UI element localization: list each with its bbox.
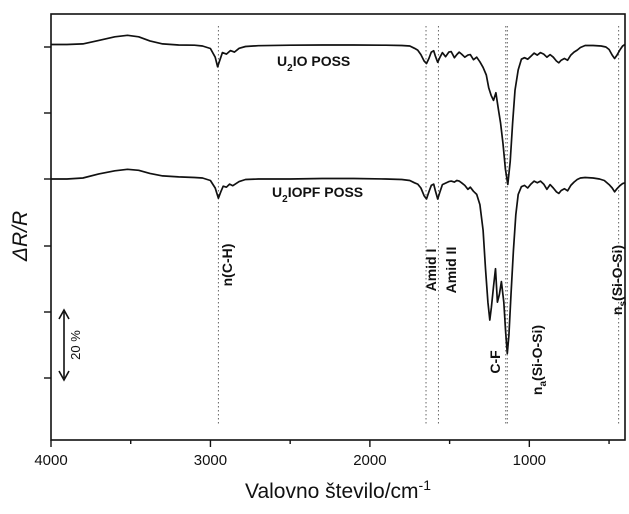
peak-annotation-rest: (Si-O-Si): [529, 325, 545, 381]
x-tick-label: 2000: [353, 452, 386, 469]
series-label-subscript: 2: [282, 194, 288, 205]
x-axis-label-text: Valovno število/cm: [245, 480, 419, 503]
x-axis-label: Valovno število/cm-1: [245, 477, 431, 503]
y-axis-ticks: [44, 46, 51, 379]
scale-bar-label: 20 %: [68, 330, 83, 360]
peak-annotation-main: n: [609, 307, 625, 316]
series-line-1: [51, 34, 626, 186]
y-axis-label: ΔR/R: [9, 211, 32, 262]
plot-frame: [50, 13, 626, 441]
peak-annotation: C-F: [487, 350, 503, 374]
peak-annotation-subscript: s: [618, 301, 629, 307]
peak-annotation: Amid II: [443, 247, 459, 294]
x-axis-label-superscript: -1: [419, 477, 432, 493]
peak-annotation-main: n: [529, 387, 545, 396]
peak-annotation: na(Si-O-Si): [529, 325, 549, 395]
series-label-rest: IO POSS: [293, 53, 351, 69]
scale-bar: 20 %: [58, 308, 83, 382]
peak-annotation-subscript: a: [538, 381, 549, 387]
x-tick-label: 4000: [34, 452, 67, 469]
x-axis-ticks: 4000 3000 2000 1000: [34, 440, 610, 469]
peak-annotations: n(C-H) Amid I Amid IIC-Fna(Si-O-Si)ns(Si-O…: [219, 244, 629, 395]
peak-annotation: ns(Si-O-Si): [609, 245, 629, 315]
series-layer: [51, 34, 626, 355]
series-label-subscript: 2: [287, 63, 293, 74]
peak-annotation: n(C-H): [219, 244, 235, 287]
series-label-rest: IOPF POSS: [288, 184, 363, 200]
series-label-1: U2IO POSS: [277, 53, 350, 74]
series-label-main: U: [272, 184, 282, 200]
x-tick-label: 1000: [513, 452, 546, 469]
scale-bar-top-arrow: [58, 308, 70, 320]
peak-annotation: Amid I: [423, 249, 439, 292]
series-label-main: U: [277, 53, 287, 69]
series-line-2: [51, 168, 626, 355]
peak-annotation-rest: (Si-O-Si): [609, 245, 625, 301]
series-label-2: U2IOPF POSS: [272, 184, 363, 205]
scale-bar-bottom-arrow: [58, 370, 70, 382]
reference-lines: [217, 26, 620, 424]
x-tick-label: 3000: [194, 452, 227, 469]
